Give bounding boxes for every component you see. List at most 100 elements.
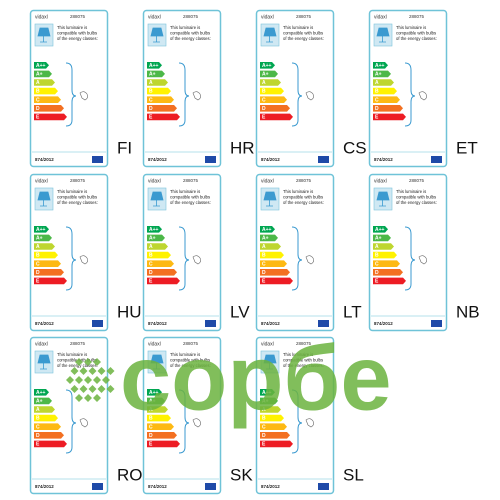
energy-class: A++ [375, 63, 385, 69]
energy-bar [147, 87, 171, 95]
energy-class: D [375, 270, 379, 276]
energy-bar [147, 70, 165, 78]
language-code: SK [230, 465, 253, 484]
energy-class: A++ [262, 227, 272, 233]
energy-bar [147, 226, 162, 233]
logo-diamond [66, 376, 74, 384]
energy-bar [147, 62, 162, 69]
energy-class: C [36, 97, 40, 103]
energy-class: A+ [262, 236, 269, 242]
energy-bar [373, 226, 388, 233]
logo-diamond [97, 385, 106, 393]
info-line: compatible with bulbs [170, 31, 210, 36]
energy-bar [373, 113, 406, 121]
brace [404, 226, 416, 291]
energy-bar [147, 234, 165, 242]
label-border [142, 173, 222, 332]
energy-class: A++ [375, 227, 385, 233]
label-border [255, 336, 335, 495]
energy-bar [260, 251, 284, 259]
energy-class: C [36, 261, 40, 267]
energy-bar [147, 277, 180, 285]
language-code: NB [456, 302, 480, 321]
eu-flag [205, 156, 216, 163]
energy-class: C [149, 261, 153, 267]
bulb-icon [192, 91, 201, 101]
energy-class: A [149, 80, 153, 86]
energy-bar [34, 96, 61, 103]
energy-class: B [262, 253, 266, 259]
energy-label: vidaxl 288075 This luminaire iscompatible … [255, 173, 362, 332]
eu-flag [92, 156, 103, 163]
energy-label: vidaxl 288075 This luminaire iscompatible … [29, 173, 142, 332]
brand: vidaxl [148, 341, 161, 347]
regulation: 874/2012 [148, 321, 167, 326]
info-line: This luminaire is [170, 189, 200, 194]
energy-class: A+ [149, 236, 156, 242]
logo-diamond [79, 385, 88, 393]
energy-class: A [36, 407, 40, 413]
info-line: This luminaire is [170, 352, 200, 357]
energy-class: C [262, 261, 266, 267]
energy-class: A++ [36, 227, 46, 233]
language-code: LV [230, 302, 250, 321]
energy-class: E [36, 442, 40, 448]
info-line: compatible with bulbs [396, 195, 436, 200]
energy-bar [260, 62, 275, 69]
energy-class: B [36, 89, 40, 95]
lamp-icon [376, 27, 390, 43]
energy-bar [34, 269, 64, 276]
energy-label: vidaxl 288075 This luminaire iscompatible … [142, 9, 255, 168]
regulation: 874/2012 [261, 484, 280, 489]
energy-bar [373, 96, 400, 103]
energy-bar [260, 226, 275, 233]
energy-class: A++ [149, 63, 159, 69]
energy-bar [147, 397, 165, 405]
energy-bar [147, 423, 174, 430]
energy-bar [260, 423, 287, 430]
eu-flag [92, 483, 103, 490]
label-border [29, 173, 109, 332]
label-border [142, 9, 222, 168]
energy-class: E [262, 279, 266, 285]
energy-class: D [36, 270, 40, 276]
energy-class: A [149, 244, 153, 250]
energy-class: A++ [262, 390, 272, 396]
energy-bar [147, 406, 168, 413]
energy-bar [260, 113, 293, 121]
eu-flag [205, 483, 216, 490]
energy-bar [373, 87, 397, 95]
energy-bar [147, 260, 174, 267]
brace [291, 62, 303, 127]
logo-diamond [93, 376, 101, 384]
energy-bar [34, 423, 61, 430]
logo-diamond [75, 358, 83, 366]
info-line: compatible with bulbs [283, 358, 323, 363]
bulb-icon [79, 418, 88, 428]
energy-bar [34, 79, 55, 86]
brace [291, 389, 303, 454]
info-line: of the energy classes: [283, 363, 324, 368]
energy-bar [260, 389, 275, 396]
energy-class: D [36, 433, 40, 439]
energy-bar [260, 277, 293, 285]
product-code: 288075 [296, 341, 312, 346]
energy-bar [34, 251, 58, 259]
bulb-icon [418, 91, 427, 101]
label-border [368, 9, 448, 168]
energy-bar [34, 234, 52, 242]
lamp-icon [37, 354, 51, 370]
regulation: 874/2012 [35, 157, 54, 162]
logo-diamond [70, 367, 79, 375]
energy-class: E [149, 442, 153, 448]
brand: vidaxl [261, 178, 274, 184]
energy-bar [373, 105, 403, 112]
language-code: LT [343, 302, 362, 321]
energy-class: A++ [149, 227, 159, 233]
brand: vidaxl [261, 14, 274, 20]
energy-class: B [262, 416, 266, 422]
info-line: compatible with bulbs [170, 195, 210, 200]
watermark-text: сорбе [120, 327, 392, 429]
energy-class: A++ [262, 63, 272, 69]
energy-bar [373, 70, 391, 78]
